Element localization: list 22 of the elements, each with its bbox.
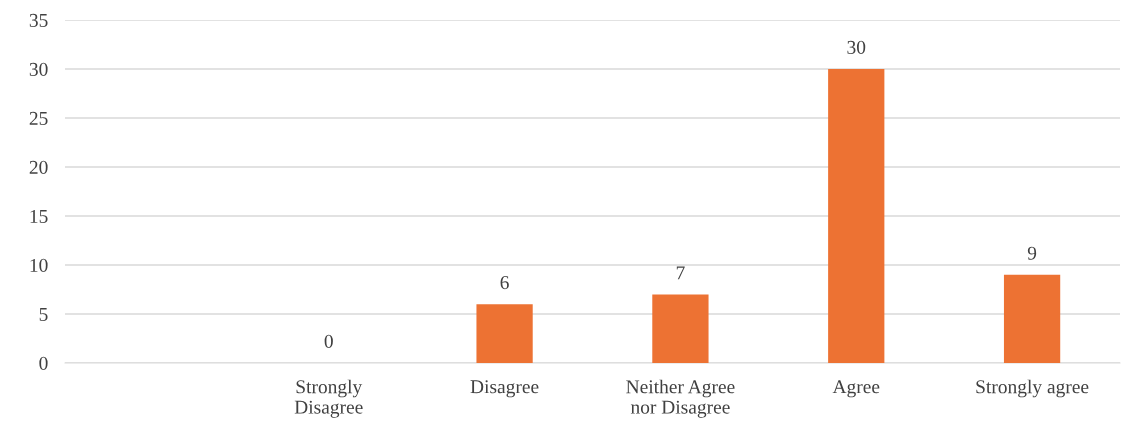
x-tick-label: Neither Agree nor Disagree	[626, 379, 735, 418]
x-tick-label: Strongly Disagree	[294, 379, 363, 418]
bar	[828, 69, 885, 363]
y-tick-label: 5	[39, 308, 48, 321]
y-tick-label: 0	[39, 356, 48, 370]
y-tick-label: 35	[29, 13, 48, 27]
y-tick-label: 25	[29, 111, 48, 125]
data-label: 0	[324, 334, 333, 348]
y-tick-label: 30	[29, 62, 48, 76]
x-tick-label: Strongly agree	[976, 379, 1089, 398]
y-tick-label: 10	[30, 258, 48, 272]
bar	[476, 304, 533, 363]
x-tick-label: Agree	[832, 380, 880, 398]
data-label: 7	[676, 266, 685, 280]
bar	[652, 294, 709, 363]
y-tick-label: 15	[30, 209, 48, 223]
data-label: 30	[847, 40, 866, 54]
bar	[1003, 274, 1061, 363]
data-label: 9	[1027, 246, 1037, 260]
y-tick-label: 20	[29, 160, 48, 174]
x-tick-label: Disagree	[470, 380, 539, 398]
data-label: 6	[500, 276, 509, 290]
